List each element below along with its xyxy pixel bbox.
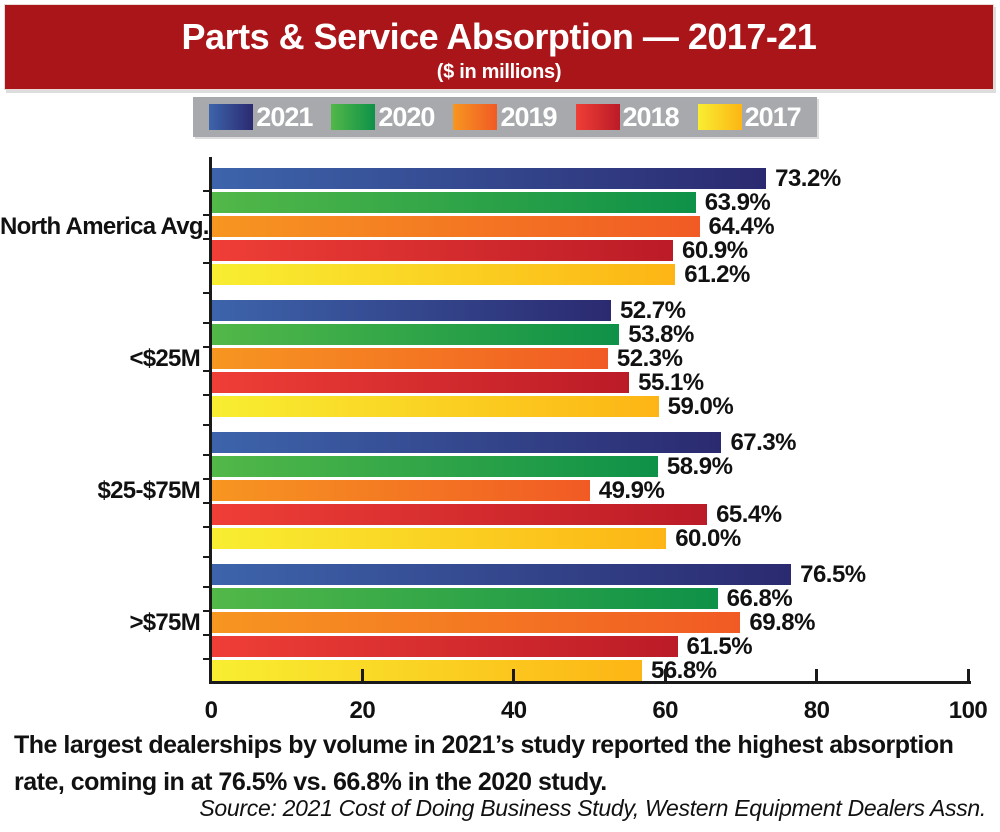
y-axis-tick — [203, 609, 209, 612]
bar-value-label: 61.2% — [684, 261, 750, 288]
y-axis-tick — [203, 393, 209, 396]
bar-value-label: 59.0% — [667, 393, 734, 420]
bar-value-label: 60.0% — [675, 525, 741, 552]
source-credit: Source: 2021 Cost of Doing Business Stud… — [199, 795, 986, 821]
chart-title: Parts & Service Absorption — 2017-21 — [181, 16, 817, 57]
legend-year-label: 2017 — [744, 101, 802, 132]
bar-value-label: 65.4% — [716, 501, 782, 528]
x-tick-label: 100 — [948, 697, 988, 724]
legend-swatch — [697, 104, 742, 130]
bar-2019 — [212, 480, 590, 501]
x-axis-tick — [815, 669, 819, 681]
y-axis-tick — [203, 525, 209, 528]
bar-value-label: 49.9% — [598, 477, 665, 504]
y-axis-tick — [203, 345, 209, 348]
bar-2019 — [212, 612, 741, 633]
legend-year-label: 2021 — [256, 101, 313, 132]
x-tick-label: 0 — [204, 697, 218, 724]
y-axis-tick — [203, 213, 209, 216]
bar-2017 — [212, 528, 667, 549]
x-tick-label: 60 — [652, 697, 679, 724]
legend-swatch — [453, 104, 498, 130]
x-tick-label: 80 — [803, 697, 830, 724]
y-axis-tick — [203, 453, 209, 456]
y-axis-tick — [203, 555, 209, 558]
bar-value-label: 63.9% — [704, 189, 771, 216]
bar-2021 — [212, 432, 722, 453]
legend-year-label: 2020 — [378, 101, 435, 132]
bar-2018 — [212, 504, 708, 525]
bar-value-label: 55.1% — [638, 369, 704, 396]
bar-2020 — [212, 588, 718, 609]
legend-item: 2020 — [331, 101, 435, 133]
bar-2019 — [212, 216, 700, 237]
legend-item: 2021 — [209, 101, 313, 133]
bar-value-label: 73.2% — [775, 165, 841, 192]
y-axis-tick — [203, 477, 209, 480]
x-axis-tick — [966, 669, 970, 681]
y-axis-tick — [203, 237, 209, 240]
bar-2019 — [212, 348, 608, 369]
y-axis-tick — [203, 423, 209, 426]
bar-value-label: 60.9% — [682, 237, 748, 264]
category-label: North America Avg. — [0, 212, 209, 240]
bar-value-label: 53.8% — [628, 321, 694, 348]
bar-2018 — [212, 636, 678, 657]
legend-year-label: 2019 — [500, 101, 557, 132]
bar-value-label: 58.9% — [666, 453, 733, 480]
bar-2021 — [212, 564, 792, 585]
legend-item: 2018 — [575, 101, 680, 133]
y-axis-tick — [203, 633, 209, 636]
bar-value-label: 56.8% — [650, 657, 717, 684]
category-label: $25-$75M — [97, 476, 201, 504]
bar-2017 — [212, 396, 659, 417]
legend-swatch — [331, 104, 376, 130]
bar-2020 — [212, 192, 696, 213]
category-label: <$25M — [129, 344, 200, 372]
bar-value-label: 69.8% — [749, 609, 815, 636]
y-axis-tick — [203, 321, 209, 324]
y-axis-tick — [203, 291, 209, 294]
bar-2018 — [212, 372, 630, 393]
x-axis-tick — [360, 669, 364, 681]
y-axis-tick — [203, 189, 209, 192]
bar-value-label: 64.4% — [708, 213, 775, 240]
x-tick-label: 40 — [500, 697, 527, 724]
legend-year-label: 2018 — [622, 101, 680, 132]
legend-swatch — [575, 104, 620, 130]
legend-swatch — [209, 104, 254, 130]
caption: The largest dealerships by volume in 202… — [14, 731, 954, 796]
bar-value-label: 66.8% — [726, 585, 793, 612]
x-tick-label: 20 — [349, 697, 376, 724]
x-axis-tick — [512, 669, 516, 681]
legend-item: 2017 — [697, 101, 802, 133]
bar-value-label: 67.3% — [730, 429, 797, 456]
legend: 2021 2020 2019 2018 2017 — [193, 97, 817, 137]
y-axis-tick — [203, 657, 209, 660]
x-axis-tick — [663, 669, 667, 681]
bar-2018 — [212, 240, 673, 261]
bar-2017 — [212, 660, 642, 681]
bar-value-label: 76.5% — [800, 561, 866, 588]
y-axis-tick — [203, 369, 209, 372]
y-axis-tick — [203, 261, 209, 264]
y-axis-line — [209, 157, 212, 684]
y-axis-tick — [203, 501, 209, 504]
bar-2021 — [212, 300, 611, 321]
bar-value-label: 61.5% — [686, 633, 753, 660]
bar-value-label: 52.7% — [619, 297, 686, 324]
chart-subtitle: ($ in millions) — [436, 61, 562, 83]
bar-2017 — [212, 264, 676, 285]
bar-value-label: 52.3% — [616, 345, 683, 372]
y-axis-tick — [203, 585, 209, 588]
bar-2020 — [212, 324, 620, 345]
bar-2020 — [212, 456, 658, 477]
bar-2021 — [212, 168, 767, 189]
chart-title-banner: Parts & Service Absorption — 2017-21 ($ … — [4, 4, 994, 90]
legend-item: 2019 — [453, 101, 558, 133]
category-label: >$75M — [129, 608, 200, 636]
x-axis-line — [209, 681, 971, 684]
